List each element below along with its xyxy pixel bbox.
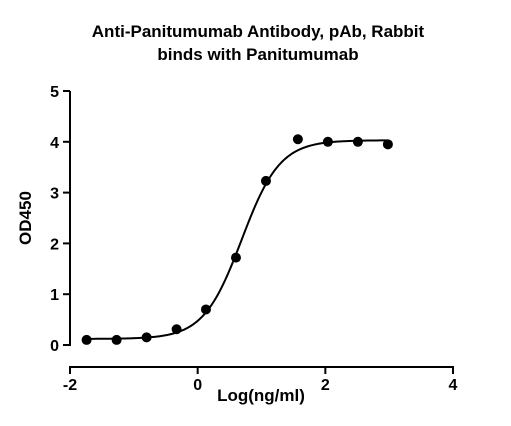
data-points-layer xyxy=(81,134,393,345)
data-point xyxy=(81,334,92,345)
data-point xyxy=(171,324,182,335)
x-axis-title: Log(ng/ml) xyxy=(217,386,305,405)
axes-group: 0 1 2 3 4 5 -2 0 2 4 xyxy=(50,84,457,394)
y-tick-label: 2 xyxy=(50,236,59,253)
data-point xyxy=(352,136,363,147)
fit-curve-layer xyxy=(86,139,388,340)
y-tick-label: 3 xyxy=(50,186,59,203)
y-tick-label: 0 xyxy=(50,338,59,355)
data-point xyxy=(382,139,393,150)
x-tick-label: -2 xyxy=(63,377,77,394)
data-point xyxy=(141,332,152,343)
y-tick-label: 1 xyxy=(50,287,59,304)
fit-curve-line xyxy=(86,139,388,340)
y-tick-label: 4 xyxy=(50,135,59,152)
data-point xyxy=(111,334,122,345)
data-point xyxy=(230,252,241,263)
x-tick-label: 0 xyxy=(193,377,202,394)
data-point xyxy=(322,136,333,147)
chart-title-line-1: Anti-Panitumumab Antibody, pAb, Rabbit xyxy=(92,22,425,41)
y-axis-title: OD450 xyxy=(16,191,35,245)
data-point xyxy=(200,304,211,315)
y-tick-label: 5 xyxy=(50,84,59,101)
data-point xyxy=(292,134,303,145)
data-point xyxy=(260,175,271,186)
x-tick-label: 4 xyxy=(449,377,458,394)
chart-title-line-2: binds with Panitumumab xyxy=(157,45,358,64)
x-tick-label: 2 xyxy=(321,377,330,394)
